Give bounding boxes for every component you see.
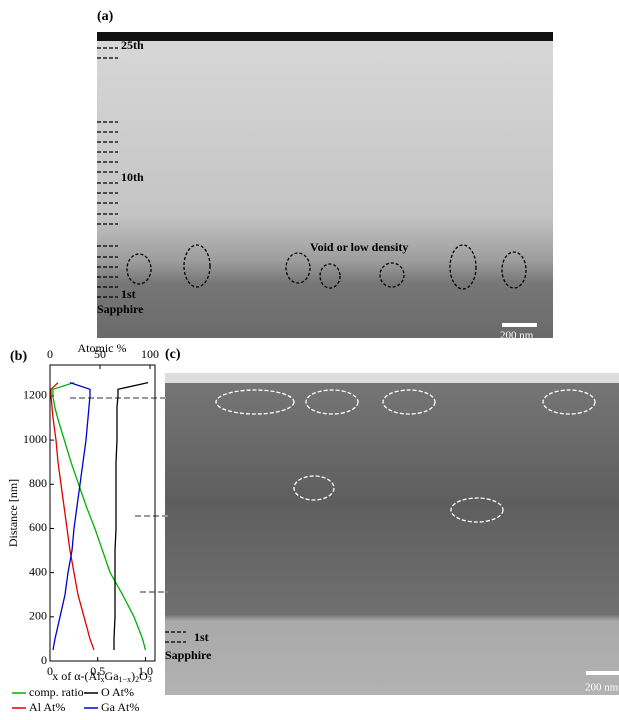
x-axis-label: x of α-(AlxGa1−x)2O3 bbox=[52, 669, 151, 684]
x2-tick-label: 0 bbox=[47, 347, 53, 361]
x-tick-label: 1.0 bbox=[138, 664, 153, 678]
panel-label: (c) bbox=[165, 347, 181, 362]
y-axis-label: Distance [nm] bbox=[6, 479, 20, 547]
layer-label: 1st bbox=[194, 630, 209, 644]
series-line bbox=[52, 382, 91, 651]
x-tick-label: 0.5 bbox=[90, 664, 105, 678]
region-markers bbox=[215, 389, 596, 523]
y-tick-label: 800 bbox=[29, 476, 47, 490]
connector-lines bbox=[70, 397, 168, 593]
panel-a: (a) 25th 10th Void or low density 1st Sa… bbox=[97, 9, 553, 342]
scale-label: 200 nm bbox=[500, 330, 534, 342]
panel-c: (c) 1st Sapphire 200 nm bbox=[165, 347, 619, 695]
scale-label: 200 nm bbox=[585, 682, 619, 694]
panel-label: (b) bbox=[10, 349, 27, 364]
legend-label: O At% bbox=[101, 685, 134, 699]
surface bbox=[97, 32, 553, 41]
layer-ticks bbox=[165, 631, 186, 643]
x-axis-label-part: 3 bbox=[148, 675, 152, 684]
x-axis-label-part: 1−x bbox=[119, 675, 132, 684]
layer-ticks bbox=[97, 47, 118, 298]
layer-label: 1st bbox=[121, 287, 136, 301]
x2-tick-label: 50 bbox=[94, 347, 106, 361]
annotation: Void or low density bbox=[310, 240, 408, 254]
x2-axis-label: Atomic % bbox=[78, 341, 127, 355]
x-axis-label-part: O bbox=[139, 669, 148, 683]
y-tick-label: 600 bbox=[29, 520, 47, 534]
y-tick-label: 200 bbox=[29, 609, 47, 623]
void-markers bbox=[126, 244, 527, 290]
x-tick-label: 0 bbox=[47, 664, 53, 678]
layer-label: 10th bbox=[121, 170, 144, 184]
y-tick-label: 1000 bbox=[23, 432, 47, 446]
legend-label: Ga At% bbox=[101, 700, 139, 714]
series-line bbox=[113, 382, 149, 650]
micrograph bbox=[165, 373, 619, 695]
scale-bar bbox=[586, 671, 619, 675]
legend-label: Al At% bbox=[29, 700, 65, 714]
substrate-label: Sapphire bbox=[97, 302, 144, 316]
substrate-label: Sapphire bbox=[165, 648, 212, 662]
scale-bar bbox=[502, 323, 537, 327]
layer-label: 25th bbox=[121, 38, 144, 52]
legend-label: comp. ratio bbox=[29, 685, 84, 699]
y-tick-label: 1200 bbox=[23, 388, 47, 402]
y-tick-label: 0 bbox=[41, 653, 47, 667]
x-axis-label-part: x of α-(Al bbox=[52, 669, 101, 683]
x-axis-label-part: 2 bbox=[135, 675, 139, 684]
series-line bbox=[50, 382, 95, 651]
surface bbox=[165, 373, 619, 383]
x-axis-label-part: ) bbox=[131, 669, 135, 683]
x2-tick-label: 100 bbox=[141, 347, 159, 361]
x-axis-label-part: Ga bbox=[105, 669, 120, 683]
x-axis-label-part: x bbox=[101, 675, 105, 684]
y-tick-label: 400 bbox=[29, 564, 47, 578]
micrograph bbox=[97, 32, 553, 338]
plot-frame bbox=[49, 364, 156, 662]
chart-b: (b) Atomic % Distance [nm] x of α-(AlxGa… bbox=[6, 341, 159, 714]
panel-label: (a) bbox=[97, 9, 114, 24]
series-line bbox=[52, 382, 147, 651]
